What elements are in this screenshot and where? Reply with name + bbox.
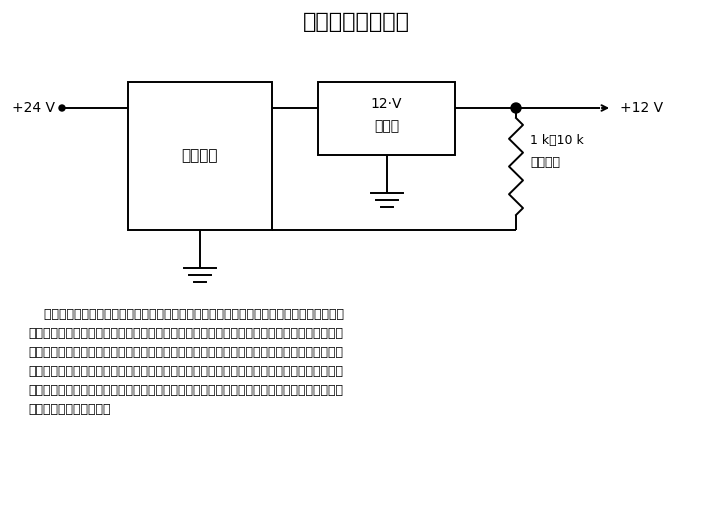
Bar <box>128 82 272 230</box>
Text: 和一只有关的限流电阻，它们靠近光电器件的表面，只要稳压器输出其额定电压，发光二极管就: 和一只有关的限流电阻，它们靠近光电器件的表面，只要稳压器输出其额定电压，发光二极… <box>28 346 343 359</box>
Text: 稳压器: 稳压器 <box>374 119 399 133</box>
Text: 光隔离器: 光隔离器 <box>182 148 218 163</box>
Text: 发光，并使光电晶体管只有很小的电阻。这样就允许通过最大电流。如果稳压器输出端一侧发生: 发光，并使光电晶体管只有很小的电阻。这样就允许通过最大电流。如果稳压器输出端一侧… <box>28 365 343 378</box>
Text: 自动短路保护电路: 自动短路保护电路 <box>302 12 409 32</box>
Text: 12·V: 12·V <box>371 97 402 111</box>
Text: 发光，稳压器恢复工作。: 发光，稳压器恢复工作。 <box>28 403 111 416</box>
Text: 本电路的速度比熔断器快，而且它在排除短路后能自动复原。通常的稳压直流输入线路是开: 本电路的速度比熔断器快，而且它在排除短路后能自动复原。通常的稳压直流输入线路是开 <box>28 308 344 321</box>
Text: 短路，发光二级管熄灭，光电晶体管的阻值增大，稳压器关断。短路被排除之后，发光二极管就: 短路，发光二级管熄灭，光电晶体管的阻值增大，稳压器关断。短路被排除之后，发光二极… <box>28 384 343 397</box>
Text: 1 k－10 k: 1 k－10 k <box>530 134 584 147</box>
Circle shape <box>511 103 521 113</box>
Text: 路的，光隔离器的光电晶体管与电源及稳压器相串接。稳压器输出端与地之间有一只发光二极管: 路的，光隔离器的光电晶体管与电源及稳压器相串接。稳压器输出端与地之间有一只发光二… <box>28 327 343 340</box>
Text: +24 V: +24 V <box>12 101 55 115</box>
Text: +12 V: +12 V <box>620 101 663 115</box>
Circle shape <box>59 105 65 111</box>
Text: 按需选定: 按需选定 <box>530 156 560 169</box>
Bar <box>318 82 455 155</box>
